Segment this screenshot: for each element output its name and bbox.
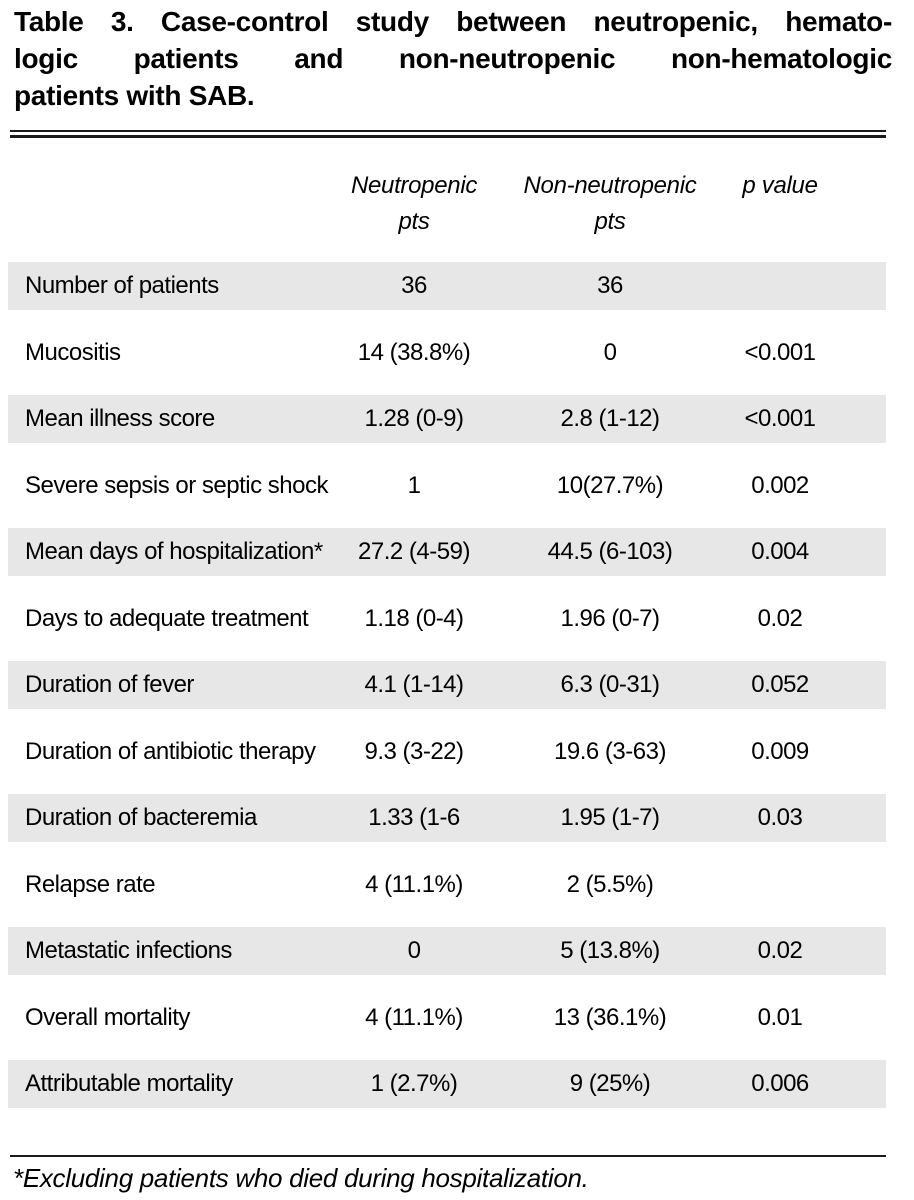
row-neutropenic-value: 4 (11.1%) bbox=[365, 870, 463, 898]
row-label: Days to adequate treatment bbox=[25, 604, 309, 632]
row-label: Duration of fever bbox=[25, 671, 194, 698]
row-neutropenic-value: 0 bbox=[407, 937, 421, 964]
row-neutropenic-value: 36 bbox=[401, 272, 427, 299]
row-p-value: 0.004 bbox=[751, 538, 809, 565]
row-label: Severe sepsis or septic shock bbox=[25, 471, 328, 499]
header-non-neutropenic: Non-neutropenic pts bbox=[496, 168, 724, 240]
row-neutropenic-value: 1.33 (1-6 bbox=[368, 804, 460, 831]
table-row: Relapse rate 4 (11.1%) 2 (5.5%) bbox=[8, 861, 886, 909]
row-label: Attributable mortality bbox=[25, 1070, 233, 1097]
table-header-row: Neutropenic pts Non-neutropenic pts p va… bbox=[8, 168, 886, 240]
table-row: Metastatic infections 0 5 (13.8%) 0.02 bbox=[8, 927, 886, 975]
footnote: *Excluding patients who died during hosp… bbox=[13, 1163, 589, 1193]
table-row: Mucositis 14 (38.8%) 0 <0.001 bbox=[8, 329, 886, 377]
row-non-neutropenic-value: 9 (25%) bbox=[569, 1070, 651, 1097]
table-title-line: logic patients and non-neutropenic non-h… bbox=[14, 43, 892, 74]
row-label: Mean days of hospitalization* bbox=[25, 538, 323, 565]
row-label: Duration of antibiotic therapy bbox=[25, 737, 316, 765]
table-row: Severe sepsis or septic shock 1 10(27.7%… bbox=[8, 462, 886, 510]
table-row: Days to adequate treatment 1.18 (0-4) 1.… bbox=[8, 595, 886, 643]
row-p-value: 0.052 bbox=[751, 671, 809, 698]
table-row: Attributable mortality 1 (2.7%) 9 (25%) … bbox=[8, 1060, 886, 1108]
row-non-neutropenic-value: 2.8 (1-12) bbox=[560, 405, 660, 432]
row-p-value: 0.002 bbox=[751, 471, 809, 499]
row-neutropenic-value: 1.18 (0-4) bbox=[364, 604, 464, 632]
row-non-neutropenic-value: 19.6 (3-63) bbox=[554, 737, 666, 765]
row-p-value: 0.02 bbox=[757, 604, 803, 632]
row-non-neutropenic-value: 1.96 (0-7) bbox=[560, 604, 660, 632]
row-non-neutropenic-value: 44.5 (6-103) bbox=[547, 538, 673, 565]
row-neutropenic-value: 4.1 (1-14) bbox=[364, 671, 464, 698]
row-p-value: 0.01 bbox=[757, 1003, 803, 1031]
row-p-value: <0.001 bbox=[744, 338, 816, 366]
top-double-rule bbox=[10, 130, 886, 138]
row-non-neutropenic-value: 36 bbox=[597, 272, 623, 299]
row-label: Metastatic infections bbox=[25, 937, 232, 964]
table-title-line: Table 3. Case-control study between neut… bbox=[14, 6, 892, 37]
row-neutropenic-value: 1.28 (0-9) bbox=[364, 405, 464, 432]
row-p-value: 0.02 bbox=[757, 937, 803, 964]
row-neutropenic-value: 27.2 (4-59) bbox=[358, 538, 470, 565]
header-neutropenic-line2: pts bbox=[398, 208, 430, 235]
table-title: Table 3. Case-control study between neut… bbox=[14, 3, 892, 114]
row-neutropenic-value: 9.3 (3-22) bbox=[364, 737, 464, 765]
row-non-neutropenic-value: 13 (36.1%) bbox=[553, 1003, 667, 1031]
row-non-neutropenic-value: 10(27.7%) bbox=[556, 471, 664, 499]
table-row: Mean days of hospitalization* 27.2 (4-59… bbox=[8, 528, 886, 576]
bottom-rule bbox=[10, 1155, 886, 1157]
row-p-value: 0.009 bbox=[751, 737, 809, 765]
row-label: Duration of bacteremia bbox=[25, 804, 257, 831]
table-row: Overall mortality 4 (11.1%) 13 (36.1%) 0… bbox=[8, 994, 886, 1042]
header-neutropenic: Neutropenic pts bbox=[332, 168, 496, 240]
table-row: Duration of antibiotic therapy 9.3 (3-22… bbox=[8, 728, 886, 776]
row-neutropenic-value: 1 (2.7%) bbox=[370, 1070, 458, 1097]
table-row: Duration of fever 4.1 (1-14) 6.3 (0-31) … bbox=[8, 661, 886, 709]
row-label: Mean illness score bbox=[25, 405, 215, 432]
row-label: Relapse rate bbox=[25, 870, 156, 898]
header-empty-cell bbox=[8, 168, 332, 240]
row-p-value: 0.006 bbox=[751, 1070, 809, 1097]
header-neutropenic-line1: Neutropenic bbox=[350, 172, 478, 199]
table-row: Duration of bacteremia 1.33 (1-6 1.95 (1… bbox=[8, 794, 886, 842]
row-p-value: <0.001 bbox=[744, 405, 816, 432]
row-neutropenic-value: 14 (38.8%) bbox=[357, 338, 471, 366]
row-non-neutropenic-value: 0 bbox=[603, 338, 617, 366]
table-title-line: patients with SAB. bbox=[14, 80, 255, 111]
row-non-neutropenic-value: 5 (13.8%) bbox=[560, 937, 660, 964]
header-non-neutropenic-line2: pts bbox=[594, 208, 626, 235]
row-label: Mucositis bbox=[25, 338, 121, 366]
header-non-neutropenic-line1: Non-neutropenic bbox=[523, 172, 697, 199]
table-body: Number of patients 36 36 Mucositis 14 (3… bbox=[8, 262, 886, 1127]
row-non-neutropenic-value: 6.3 (0-31) bbox=[560, 671, 660, 698]
row-non-neutropenic-value: 1.95 (1-7) bbox=[560, 804, 660, 831]
header-p-value: p value bbox=[742, 172, 818, 199]
row-non-neutropenic-value: 2 (5.5%) bbox=[566, 870, 654, 898]
row-neutropenic-value: 4 (11.1%) bbox=[365, 1003, 463, 1031]
table-row: Mean illness score 1.28 (0-9) 2.8 (1-12)… bbox=[8, 395, 886, 443]
row-label: Number of patients bbox=[25, 272, 219, 299]
row-neutropenic-value: 1 bbox=[407, 471, 421, 499]
table-row: Number of patients 36 36 bbox=[8, 262, 886, 310]
row-p-value: 0.03 bbox=[757, 804, 803, 831]
row-label: Overall mortality bbox=[25, 1003, 190, 1031]
